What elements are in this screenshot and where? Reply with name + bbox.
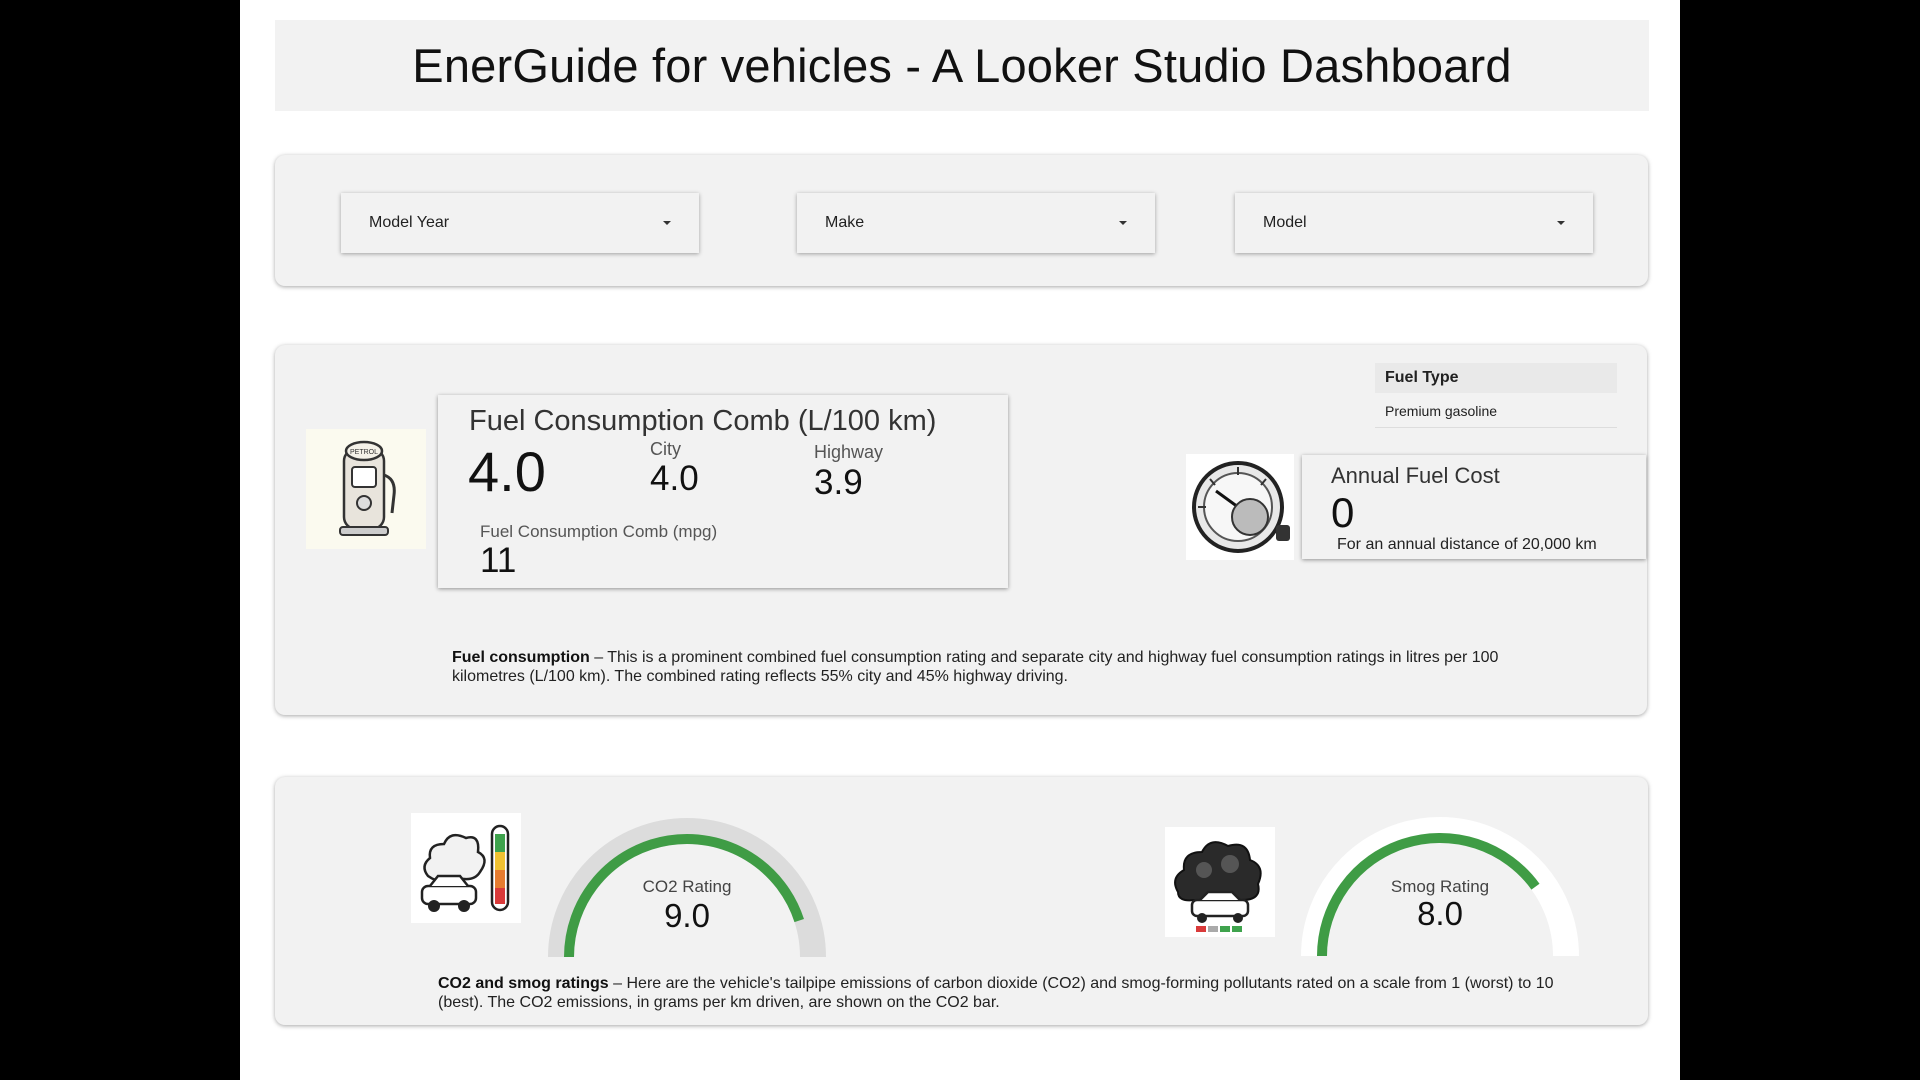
combined-value: 4.0: [468, 440, 546, 503]
wallet-gauge-icon: [1186, 454, 1294, 560]
chevron-down-icon: [1119, 221, 1127, 225]
co2-fill-arc: [564, 834, 804, 957]
mpg-label: Fuel Consumption Comb (mpg): [480, 522, 718, 541]
svg-text:PETROL: PETROL: [350, 449, 378, 456]
emissions-panel: CO2 Rating 9.0 Smog Rating 8.0 CO2 and s…: [275, 777, 1648, 1025]
car-emissions-thermometer-icon: [411, 813, 521, 923]
model-label: Model: [1263, 214, 1307, 231]
co2-gauge-label: CO2 Rating: [642, 877, 732, 896]
make-dropdown[interactable]: Make: [797, 193, 1155, 253]
highway-value: 3.9: [814, 463, 863, 502]
fuel-consumption-scorecard: Fuel Consumption Comb (L/100 km) 4.0 Cit…: [438, 395, 1008, 588]
smog-gauge-label: Smog Rating: [1390, 877, 1490, 896]
annual-cost-title: Annual Fuel Cost: [1331, 463, 1500, 488]
annual-fuel-cost-scorecard: Annual Fuel Cost 0 For an annual distanc…: [1302, 455, 1646, 559]
city-value: 4.0: [650, 459, 699, 498]
make-label: Make: [825, 214, 865, 231]
annual-cost-note: For an annual distance of 20,000 km: [1337, 536, 1597, 553]
fuel-type-value: Premium gasoline: [1375, 393, 1617, 428]
emissions-description: CO2 and smog ratings – Here are the vehi…: [438, 974, 1578, 1012]
smog-gauge: [1301, 817, 1579, 956]
model-year-dropdown[interactable]: Model Year: [341, 193, 699, 253]
dashboard-page: EnerGuide for vehicles - A Looker Studio…: [240, 0, 1680, 1080]
fuel-description-bold: Fuel consumption: [452, 649, 590, 666]
co2-gauge-value: 9.0: [664, 897, 710, 934]
mpg-value: 11: [480, 541, 517, 580]
smog-gauge-track: [1301, 817, 1579, 956]
smog-gauge-value: 8.0: [1417, 895, 1463, 932]
chevron-down-icon: [663, 221, 671, 225]
fuel-type-table: Fuel Type Premium gasoline: [1375, 363, 1617, 428]
model-dropdown[interactable]: Model: [1235, 193, 1593, 253]
filter-panel: Model Year Make Model: [275, 155, 1648, 286]
smog-cloud-car-icon: [1165, 827, 1275, 937]
co2-gauge: [548, 818, 826, 957]
smog-fill-arc: [1317, 833, 1540, 956]
title-bar: EnerGuide for vehicles - A Looker Studio…: [275, 20, 1649, 111]
fuel-type-header: Fuel Type: [1375, 363, 1617, 393]
annual-cost-value: 0: [1331, 489, 1355, 536]
chevron-down-icon: [1557, 221, 1565, 225]
emissions-description-bold: CO2 and smog ratings: [438, 975, 609, 992]
model-year-label: Model Year: [369, 214, 450, 231]
page-title: EnerGuide for vehicles - A Looker Studio…: [412, 39, 1512, 92]
fuel-consumption-panel: PETROL Fuel Consumption Comb (L/100 km) …: [275, 345, 1647, 715]
fuel-description-text: – This is a prominent combined fuel cons…: [452, 649, 1499, 685]
fuel-consumption-title: Fuel Consumption Comb (L/100 km): [469, 405, 937, 437]
highway-label: Highway: [814, 442, 884, 462]
co2-gauge-track: [548, 818, 826, 957]
emissions-description-text: – Here are the vehicle's tailpipe emissi…: [438, 975, 1554, 1011]
city-label: City: [650, 439, 681, 459]
fuel-description: Fuel consumption – This is a prominent c…: [452, 648, 1572, 686]
fuel-pump-icon: PETROL: [306, 429, 426, 549]
